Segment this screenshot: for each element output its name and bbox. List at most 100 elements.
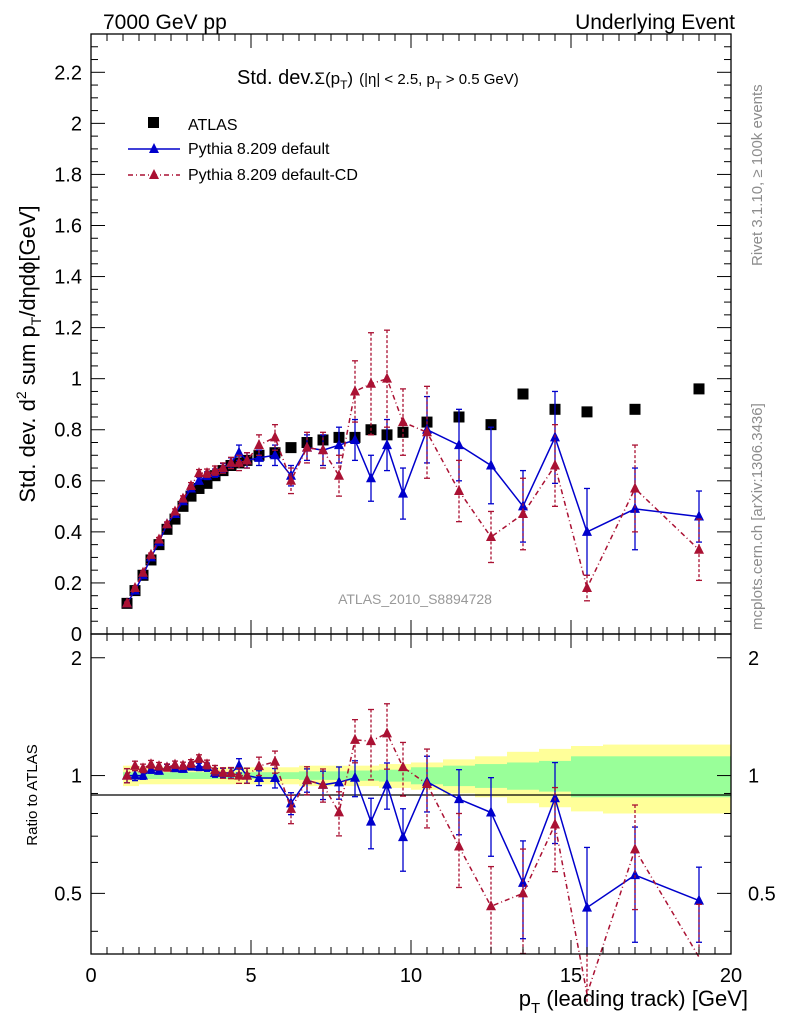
x-label-sub: T xyxy=(531,1000,540,1017)
y-label-b: sum p xyxy=(15,325,40,391)
ratio-data-point-default xyxy=(486,806,496,817)
data-point-default xyxy=(334,439,344,450)
ratio-data-point-default xyxy=(398,831,408,842)
data-point-default xyxy=(582,525,592,536)
data-point-cd xyxy=(582,582,592,593)
data-point-atlas xyxy=(161,523,173,535)
ratio-data-point-cd xyxy=(210,764,220,775)
ratio-data-point-cd xyxy=(130,759,140,770)
ratio-data-point-cd xyxy=(286,802,296,813)
data-point-cd xyxy=(226,456,236,467)
ratio-data-point-default xyxy=(350,771,360,782)
title-cuts-a: (|η| < 2.5, p xyxy=(359,71,435,88)
data-point-atlas xyxy=(485,419,497,431)
ratio-data-point-cd xyxy=(518,887,528,898)
ratio-data-point-cd xyxy=(366,735,376,746)
data-point-cd xyxy=(146,548,156,559)
legend: ATLAS Pythia 8.209 default Pythia 8.209 … xyxy=(128,117,358,184)
ratio-data-point-default xyxy=(454,793,464,804)
y-tick-label: 1.2 xyxy=(54,318,82,340)
data-point-cd xyxy=(178,492,188,503)
ratio-data-point-default xyxy=(334,776,344,787)
ratio-data-point-cd xyxy=(550,818,560,829)
ratio-y-tick-label: 1 xyxy=(71,766,82,788)
ratio-data-point-default xyxy=(366,815,376,826)
data-point-atlas xyxy=(193,482,205,494)
data-point-cd xyxy=(254,439,264,450)
ratio-stat-band xyxy=(507,762,539,790)
ratio-panel: 0 5 10 15 20 0.5 0.5 1 1 2 2 xyxy=(54,633,776,1002)
data-point-cd xyxy=(630,482,640,493)
main-panel: 0 0.2 0.4 0.6 0.8 1 1.2 1.4 1.6 1.8 2 2.2 xyxy=(54,33,732,646)
data-point-atlas xyxy=(693,383,705,395)
ratio-data-point-cd xyxy=(270,755,280,766)
data-point-cd xyxy=(138,566,148,577)
data-point-default xyxy=(350,433,360,444)
data-point-cd xyxy=(202,467,212,478)
ratio-data-point-cd xyxy=(350,733,360,744)
y-tick-label: 0.8 xyxy=(54,420,82,442)
data-point-default xyxy=(382,439,392,450)
data-point-cd xyxy=(694,543,704,554)
ratio-data-point-cd xyxy=(254,760,264,771)
data-point-cd xyxy=(382,372,392,383)
ratio-data-point-default xyxy=(234,759,244,770)
y-tick-label: 2.2 xyxy=(54,62,82,84)
ratio-y-axis-label: Ratio to ATLAS xyxy=(24,744,41,845)
ratio-data-point-cd xyxy=(454,840,464,851)
ratio-y-tick-label: 2 xyxy=(71,648,82,670)
data-point-atlas xyxy=(201,477,213,489)
data-point-cd xyxy=(162,518,172,529)
x-tick-label: 15 xyxy=(560,965,582,987)
chart-title: Std. dev.Σ(pT) (|η| < 2.5, pT > 0.5 GeV) xyxy=(237,67,519,92)
ratio-data-point-default xyxy=(382,778,392,789)
data-point-cd xyxy=(270,431,280,442)
ratio-data-point-cd xyxy=(382,727,392,738)
y-axis-label: Std. dev. d2 sum pT/dηdϕ[GeV] xyxy=(13,205,44,502)
x-tick-label: 0 xyxy=(85,965,96,987)
ratio-stat-band xyxy=(603,756,667,798)
data-point-default xyxy=(254,451,264,462)
ratio-stat-band xyxy=(667,756,731,798)
ratio-data-point-cd xyxy=(138,762,148,773)
data-point-cd xyxy=(366,377,376,388)
series-line-default xyxy=(126,428,700,604)
ratio-data-point-cd xyxy=(162,761,172,772)
ratio-data-point-cd xyxy=(122,769,132,780)
legend-label-cd: Pythia 8.209 default-CD xyxy=(188,167,358,184)
ratio-stat-band xyxy=(179,772,187,779)
title-cuts-sub: T xyxy=(435,80,442,92)
ratio-y-tick-label-right: 0.5 xyxy=(748,883,776,905)
data-point-cd xyxy=(170,505,180,516)
ratio-data-point-cd xyxy=(186,757,196,768)
data-point-cd xyxy=(518,508,528,518)
ratio-stat-band xyxy=(187,772,195,779)
ratio-stat-band xyxy=(155,772,163,779)
ratio-data-point-cd xyxy=(486,900,496,911)
ratio-data-point-cd xyxy=(218,766,228,777)
title-prefix: Std. dev. xyxy=(237,67,314,89)
ratio-data-point-cd xyxy=(318,778,328,789)
title-sigma-sub: T xyxy=(340,78,348,92)
y-tick-label: 1.4 xyxy=(54,267,82,289)
data-point-atlas xyxy=(185,490,197,502)
y-tick-label: 0.4 xyxy=(54,522,82,544)
data-point-cd xyxy=(398,416,408,427)
ratio-stat-band xyxy=(203,772,211,779)
header-right: Underlying Event xyxy=(575,11,735,34)
ratio-data-point-cd xyxy=(334,806,344,817)
data-point-cd xyxy=(122,597,132,608)
ratio-data-point-default xyxy=(630,869,640,880)
data-point-cd xyxy=(350,385,360,396)
rivet-version: Rivet 3.1.10, ≥ 100k events xyxy=(749,84,766,266)
data-point-default xyxy=(366,472,376,483)
data-point-atlas xyxy=(285,442,297,454)
data-point-atlas xyxy=(397,426,409,438)
ratio-data-point-cd xyxy=(202,758,212,769)
data-point-cd xyxy=(210,464,220,475)
analysis-label: ATLAS_2010_S8894728 xyxy=(338,591,492,607)
ratio-data-point-default xyxy=(550,792,560,803)
ratio-data-point-cd xyxy=(234,769,244,780)
ratio-stat-band xyxy=(163,772,171,779)
y-tick-label: 2 xyxy=(71,113,82,135)
